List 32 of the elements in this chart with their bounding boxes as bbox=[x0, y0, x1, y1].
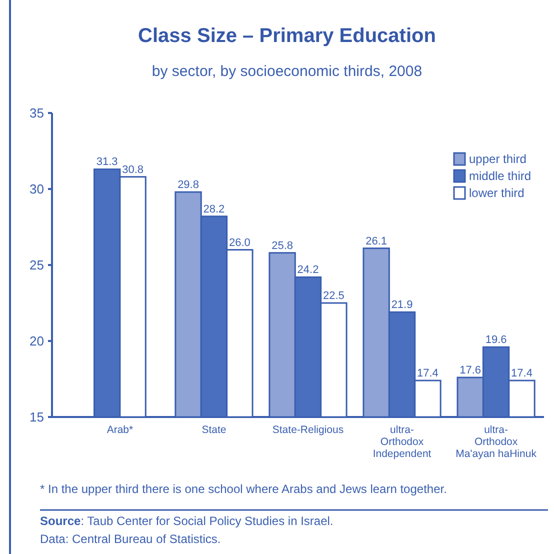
data-label: 22.5 bbox=[322, 290, 344, 302]
text: * In the upper third there is one school where Arabs and Jews learn together. bbox=[40, 482, 447, 496]
x-tick-label: Arab* bbox=[106, 424, 134, 436]
y-tick-label: 30 bbox=[30, 182, 44, 197]
data-label: 26.1 bbox=[366, 235, 388, 248]
x-tick-label: State-Religious bbox=[272, 424, 344, 436]
data-label: 24.2 bbox=[297, 264, 319, 276]
x-tick-label: State bbox=[202, 424, 226, 436]
y-tick-label: 25 bbox=[30, 258, 44, 273]
data-label: 21.9 bbox=[391, 299, 413, 312]
chart-title: Class Size – Primary Education bbox=[138, 25, 436, 47]
data-label: 30.8 bbox=[122, 164, 144, 176]
y-tick-label: 15 bbox=[30, 410, 44, 425]
chart-subtitle: by sector, by socioeconomic thirds, 2008 bbox=[152, 63, 422, 80]
data-label: 26.0 bbox=[228, 236, 250, 249]
y-tick-label: 20 bbox=[30, 334, 44, 349]
legend-label: middle third bbox=[469, 169, 532, 184]
x-tick-label: ultra- Orthodox Ma'ayan haHinuk bbox=[456, 424, 538, 460]
data-label: 28.2 bbox=[203, 203, 225, 216]
legend-label: upper third bbox=[469, 152, 526, 166]
y-tick-label: 35 bbox=[30, 106, 44, 121]
data-label: 17.4 bbox=[511, 368, 532, 380]
data-label: 19.6 bbox=[485, 334, 507, 346]
text: Data: Central Bureau of Statistics. bbox=[40, 532, 221, 546]
data-label: 25.8 bbox=[272, 240, 294, 252]
legend-label: lower third bbox=[469, 186, 524, 200]
x-tick-label: ultra- Orthodox Independent bbox=[372, 424, 432, 460]
source-note: Source: Taub Center for Social Policy Studies in Israel. bbox=[40, 514, 334, 528]
data-label: 31.3 bbox=[96, 156, 118, 168]
data-label: 17.4 bbox=[417, 368, 438, 380]
data-label: 29.8 bbox=[178, 179, 199, 192]
data-label: 17.6 bbox=[460, 364, 482, 376]
